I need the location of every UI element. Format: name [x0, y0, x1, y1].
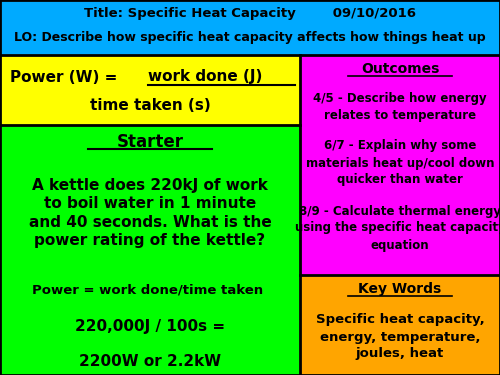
Bar	[0, 125, 300, 375]
Bar	[0, 0, 500, 55]
Text: 2200W or 2.2kW: 2200W or 2.2kW	[79, 354, 221, 369]
Bar	[0, 55, 300, 125]
Text: 8/9 - Calculate thermal energy
using the specific heat capacity
equation: 8/9 - Calculate thermal energy using the…	[294, 204, 500, 252]
Text: 220,000J / 100s =: 220,000J / 100s =	[75, 320, 225, 334]
Text: Starter: Starter	[116, 133, 184, 151]
Text: Power = work done/time taken: Power = work done/time taken	[32, 284, 264, 297]
Text: Outcomes: Outcomes	[361, 62, 439, 76]
Text: Key Words: Key Words	[358, 282, 442, 296]
Bar	[300, 55, 500, 275]
Text: Specific heat capacity,
energy, temperature,
joules, heat: Specific heat capacity, energy, temperat…	[316, 314, 484, 360]
Text: LO: Describe how specific heat capacity affects how things heat up: LO: Describe how specific heat capacity …	[14, 32, 486, 45]
Text: A kettle does 220kJ of work
to boil water in 1 minute
and 40 seconds. What is th: A kettle does 220kJ of work to boil wate…	[28, 178, 272, 248]
Bar	[300, 275, 500, 375]
Text: Title: Specific Heat Capacity        09/10/2016: Title: Specific Heat Capacity 09/10/2016	[84, 8, 416, 21]
Text: Power (W) =: Power (W) =	[10, 69, 122, 84]
Text: work done (J): work done (J)	[148, 69, 262, 84]
Text: time taken (s): time taken (s)	[90, 98, 210, 112]
Text: 4/5 - Describe how energy
relates to temperature: 4/5 - Describe how energy relates to tem…	[313, 92, 487, 122]
Text: 6/7 - Explain why some
materials heat up/cool down
quicker than water: 6/7 - Explain why some materials heat up…	[306, 140, 494, 186]
